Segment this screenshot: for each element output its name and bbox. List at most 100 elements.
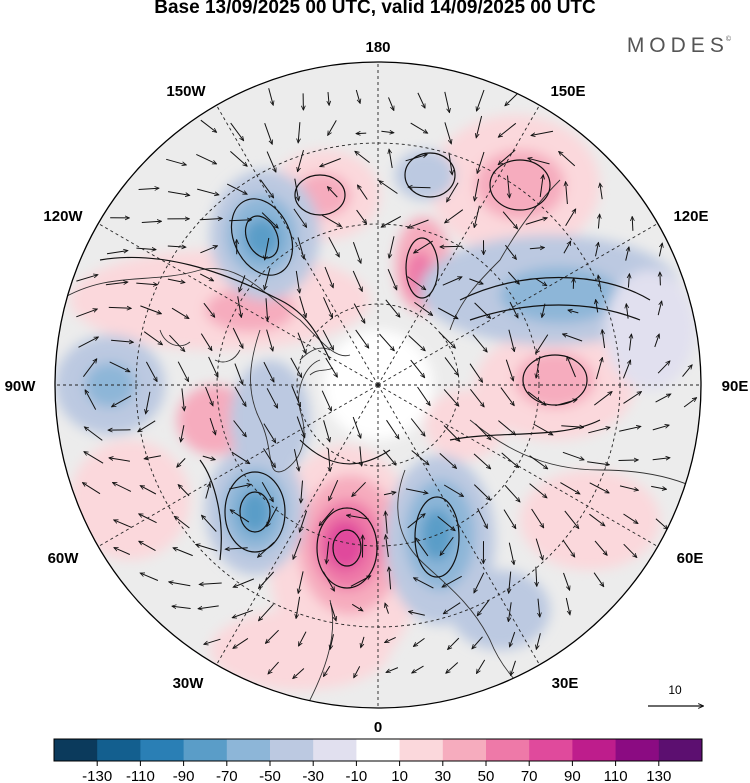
wind-arrow: [234, 386, 246, 406]
contour-line: [459, 277, 651, 301]
wind-arrow: [328, 120, 337, 135]
coastline: [397, 469, 541, 701]
wind-arrow: [203, 302, 215, 317]
wind-arrow: [446, 662, 459, 674]
wind-arrow: [328, 92, 329, 105]
wind-arrow: [328, 236, 339, 256]
wind-arrow: [166, 158, 186, 165]
wind-arrow: [535, 278, 547, 286]
wind-arrow: [293, 208, 307, 227]
wind-arrow: [357, 133, 367, 134]
wind-arrow: [623, 513, 638, 523]
wind-arrow: [266, 388, 277, 408]
wind-arrow: [437, 307, 457, 319]
wind-arrow: [442, 277, 462, 286]
wind-arrow: [85, 390, 97, 410]
wind-arrow: [143, 331, 162, 345]
wind-arrow: [298, 122, 300, 142]
colorbar-label: -110: [126, 768, 155, 783]
wind-arrow: [439, 332, 455, 347]
wind-arrow: [473, 484, 490, 500]
wind-arrow: [267, 506, 278, 526]
wind-arrow: [474, 572, 485, 593]
wind-arrow: [169, 334, 184, 351]
wind-arrow: [682, 365, 692, 377]
wind-arrow: [300, 510, 308, 532]
map-boundary: [54, 61, 702, 709]
wind-arrow: [172, 606, 191, 608]
wind-arrow: [409, 187, 431, 188]
wind-arrow: [598, 276, 601, 290]
contour-line: [239, 491, 271, 533]
wind-arrow: [76, 275, 97, 282]
wind-arrow: [474, 302, 491, 318]
wind-arrow: [202, 516, 217, 532]
wind-arrow: [409, 612, 425, 616]
wind-arrow: [299, 296, 306, 317]
wind-arrow: [469, 363, 482, 382]
wind-arrow: [655, 518, 668, 529]
colorbar-swatch: [486, 739, 530, 761]
anomaly-positive: [210, 610, 390, 690]
wind-arrow: [508, 542, 514, 565]
wind-arrow: [561, 426, 583, 428]
label-150w: 150W: [166, 83, 206, 100]
wind-arrow: [499, 122, 517, 137]
wind-arrow: [136, 248, 155, 250]
wind-arrow: [536, 334, 549, 354]
wind-arrow: [196, 153, 216, 163]
wind-arrow: [499, 149, 516, 164]
wind-arrow: [330, 634, 334, 649]
wind-arrow: [177, 361, 188, 382]
wind-arrow: [566, 182, 568, 205]
wind-arrow: [529, 248, 544, 249]
label-60e: 60E: [677, 550, 704, 567]
colorbar: -130 -110 -90 -70 -50 -30 -10 10 30 50 70 90 110 130: [53, 738, 703, 783]
map-title: Base 13/09/2025 00 UTC, valid 14/09/2025…: [154, 0, 596, 18]
wind-arrow: [559, 152, 576, 167]
wind-arrow: [535, 538, 543, 560]
wind-arrow: [360, 446, 362, 465]
wind-arrow: [444, 357, 458, 375]
wind-arrow: [448, 152, 452, 175]
wind-arrow: [138, 420, 156, 432]
colorbar-swatch: [140, 739, 184, 761]
wind-arrow: [595, 358, 602, 380]
wind-arrow: [198, 605, 219, 609]
contour-line: [244, 215, 280, 259]
wind-arrow: [632, 217, 633, 231]
wind-arrow: [259, 571, 275, 588]
label-30e: 30E: [552, 675, 579, 692]
wind-arrow: [199, 219, 222, 220]
wind-arrow: [443, 389, 459, 406]
wind-arrow: [325, 357, 337, 377]
wind-arrow: [114, 548, 130, 555]
wind-arrow: [564, 510, 579, 528]
wind-arrow: [296, 416, 304, 438]
wind-arrow: [321, 214, 341, 226]
wind-arrow: [660, 273, 661, 286]
wind-arrow: [417, 386, 430, 405]
wind-arrow: [268, 88, 273, 105]
wind-arrow: [385, 299, 400, 317]
wind-arrow: [295, 270, 299, 293]
wind-arrow: [386, 419, 399, 438]
wind-arrow: [383, 449, 396, 465]
wind-arrow: [417, 92, 425, 108]
wind-arrow: [448, 637, 460, 649]
wind-arrow: [475, 178, 480, 201]
wind-arrow: [355, 152, 370, 163]
wind-arrow: [475, 423, 490, 440]
wind-arrow: [230, 151, 247, 166]
wind-arrow: [326, 541, 330, 563]
wind-arrow: [232, 327, 243, 348]
wind-arrow: [511, 660, 516, 675]
wind-arrow: [469, 278, 482, 284]
wind-arrow: [508, 271, 519, 284]
wind-arrow: [234, 578, 255, 587]
wind-arrow: [361, 636, 365, 647]
wind-arrow: [229, 220, 251, 221]
wind-arrow: [85, 427, 103, 441]
wind-arrow: [536, 566, 537, 586]
anomaly-positive: [515, 352, 595, 408]
